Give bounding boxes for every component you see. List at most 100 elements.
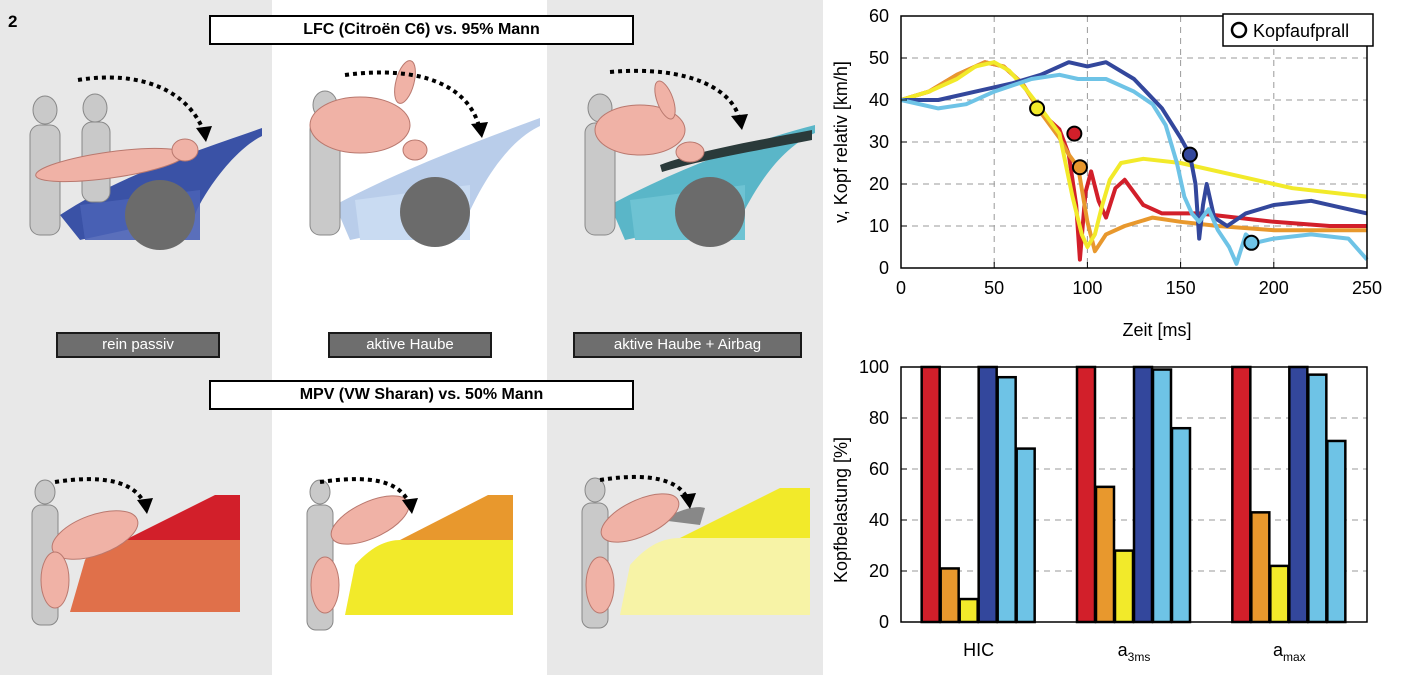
line-chart-series xyxy=(900,60,1369,266)
bar-darkblue xyxy=(1288,365,1309,624)
bar-lightblue xyxy=(1015,447,1036,624)
x-tick-label: 0 xyxy=(896,278,906,298)
bar-lightblue xyxy=(996,375,1017,624)
bar-red xyxy=(1075,365,1097,624)
mpv-windshield-yellow xyxy=(680,488,810,538)
label-rein-passiv: rein passiv xyxy=(56,332,220,358)
bar-chart-ticks: 0 20 40 60 80 100 xyxy=(859,357,907,632)
y-tick-label: 20 xyxy=(869,561,889,581)
title-bottom: MPV (VW Sharan) vs. 50% Mann xyxy=(209,380,634,410)
line-chart-grid xyxy=(901,16,1367,268)
y-tick-label: 60 xyxy=(869,6,889,26)
label-aktive-haube: aktive Haube xyxy=(328,332,492,358)
pedestrian-dummy xyxy=(306,479,410,631)
bar-red xyxy=(920,365,941,624)
series-line-yellow xyxy=(900,60,1368,249)
x-tick-label: 50 xyxy=(984,278,1004,298)
line-chart-ticks: 0 50 100 150 200 250 0 10 20 30 40 50 60 xyxy=(869,6,1382,298)
motion-arrow xyxy=(77,75,207,136)
bar-orange xyxy=(1094,485,1116,624)
category-label: amax xyxy=(1273,640,1306,664)
motion-arrow xyxy=(599,474,690,501)
arrowhead xyxy=(137,498,153,514)
mpv-front-lightyellow xyxy=(620,538,810,615)
bar-lightblue xyxy=(1307,373,1328,624)
y-tick-label: 20 xyxy=(869,174,889,194)
title-top: LFC (Citroën C6) vs. 95% Mann xyxy=(209,15,634,45)
line-chart-legend: Kopfaufprall xyxy=(1222,13,1374,47)
y-tick-label: 40 xyxy=(869,510,889,530)
line-chart-xlabel: Zeit [ms] xyxy=(1122,320,1191,340)
mpv-windshield-orange xyxy=(400,495,513,540)
bar-yellow xyxy=(1269,564,1290,624)
impact-marker-orange xyxy=(1071,159,1088,176)
velocity-line-chart: 0 50 100 150 200 250 0 10 20 30 40 50 60 Kopfaufpral… xyxy=(831,6,1382,340)
bar-lightblue xyxy=(1326,439,1347,624)
mpv-windshield-red xyxy=(125,495,240,540)
bar-chart-frame xyxy=(900,366,1368,623)
impact-marker-red xyxy=(1066,125,1083,142)
impact-marker-darkblue xyxy=(1181,146,1198,163)
pedestrian-dummy xyxy=(309,60,428,236)
bar-chart-bars xyxy=(920,365,1347,624)
mpv-passive-scene xyxy=(31,477,240,626)
airbag xyxy=(660,130,812,172)
x-tick-label: 150 xyxy=(1166,278,1196,298)
wheel xyxy=(400,177,470,247)
arrowhead xyxy=(196,126,212,142)
bar-yellow xyxy=(958,597,979,624)
lfc-airbag-scene xyxy=(584,68,815,247)
arrowhead xyxy=(731,114,748,130)
impact-marker-yellow xyxy=(1029,100,1046,117)
arrowhead xyxy=(471,122,488,138)
y-tick-label: 10 xyxy=(869,216,889,236)
arrowhead xyxy=(680,493,696,509)
y-tick-label: 60 xyxy=(869,459,889,479)
y-tick-label: 100 xyxy=(859,357,889,377)
bar-chart-categories: HIC a3ms amax xyxy=(963,640,1306,664)
pedestrian-dummy xyxy=(29,93,199,236)
lfc-passive-scene xyxy=(29,75,262,250)
category-label: a3ms xyxy=(1118,640,1151,664)
mpv-front-red xyxy=(70,540,240,612)
y-tick-label: 0 xyxy=(879,258,889,278)
lfc-active-hood-scene xyxy=(309,60,540,247)
bar-darkblue xyxy=(977,365,998,624)
crash-illustration-panel: 2 LFC (Citroën C6) vs. 95% Mann MPV (VW … xyxy=(0,0,823,675)
motion-arrow xyxy=(344,70,482,131)
motion-arrow xyxy=(609,68,742,123)
motion-arrow xyxy=(319,477,412,506)
bar-yellow xyxy=(1113,549,1135,624)
wheel xyxy=(675,177,745,247)
figure-number: 2 xyxy=(8,12,18,31)
bar-chart-ylabel: Kopfbelastung [%] xyxy=(831,437,851,583)
motion-arrow xyxy=(54,477,147,506)
head-load-bar-chart: 0 20 40 60 80 100 HIC a3ms amax Kopfbelastung [… xyxy=(831,357,1368,664)
x-tick-label: 250 xyxy=(1352,278,1382,298)
line-chart-ylabel: v, Kopf relativ [km/h] xyxy=(831,61,851,223)
y-tick-label: 30 xyxy=(869,132,889,152)
pedestrian-dummy xyxy=(584,80,705,236)
y-tick-label: 0 xyxy=(879,612,889,632)
bar-darkblue xyxy=(1132,365,1154,624)
mpv-airbag-scene xyxy=(581,474,810,629)
x-tick-label: 100 xyxy=(1072,278,1102,298)
x-tick-label: 200 xyxy=(1259,278,1289,298)
category-label: HIC xyxy=(963,640,994,660)
pedestrian-dummy xyxy=(581,477,680,629)
impact-marker-lightblue xyxy=(1243,234,1260,251)
arrowhead xyxy=(402,498,418,514)
y-tick-label: 40 xyxy=(869,90,889,110)
y-tick-label: 80 xyxy=(869,408,889,428)
bar-lightblue xyxy=(1170,426,1192,624)
mpv-front-yellow xyxy=(345,540,513,615)
label-aktive-haube-airbag: aktive Haube + Airbag xyxy=(573,332,802,358)
bar-orange xyxy=(1250,511,1271,624)
bar-red xyxy=(1231,365,1252,624)
y-tick-label: 50 xyxy=(869,48,889,68)
airbag xyxy=(660,507,705,525)
legend-box xyxy=(1222,13,1374,47)
line-chart-impact-markers xyxy=(1029,100,1260,251)
mpv-active-hood-scene xyxy=(306,477,513,631)
bar-lightblue xyxy=(1151,368,1173,624)
